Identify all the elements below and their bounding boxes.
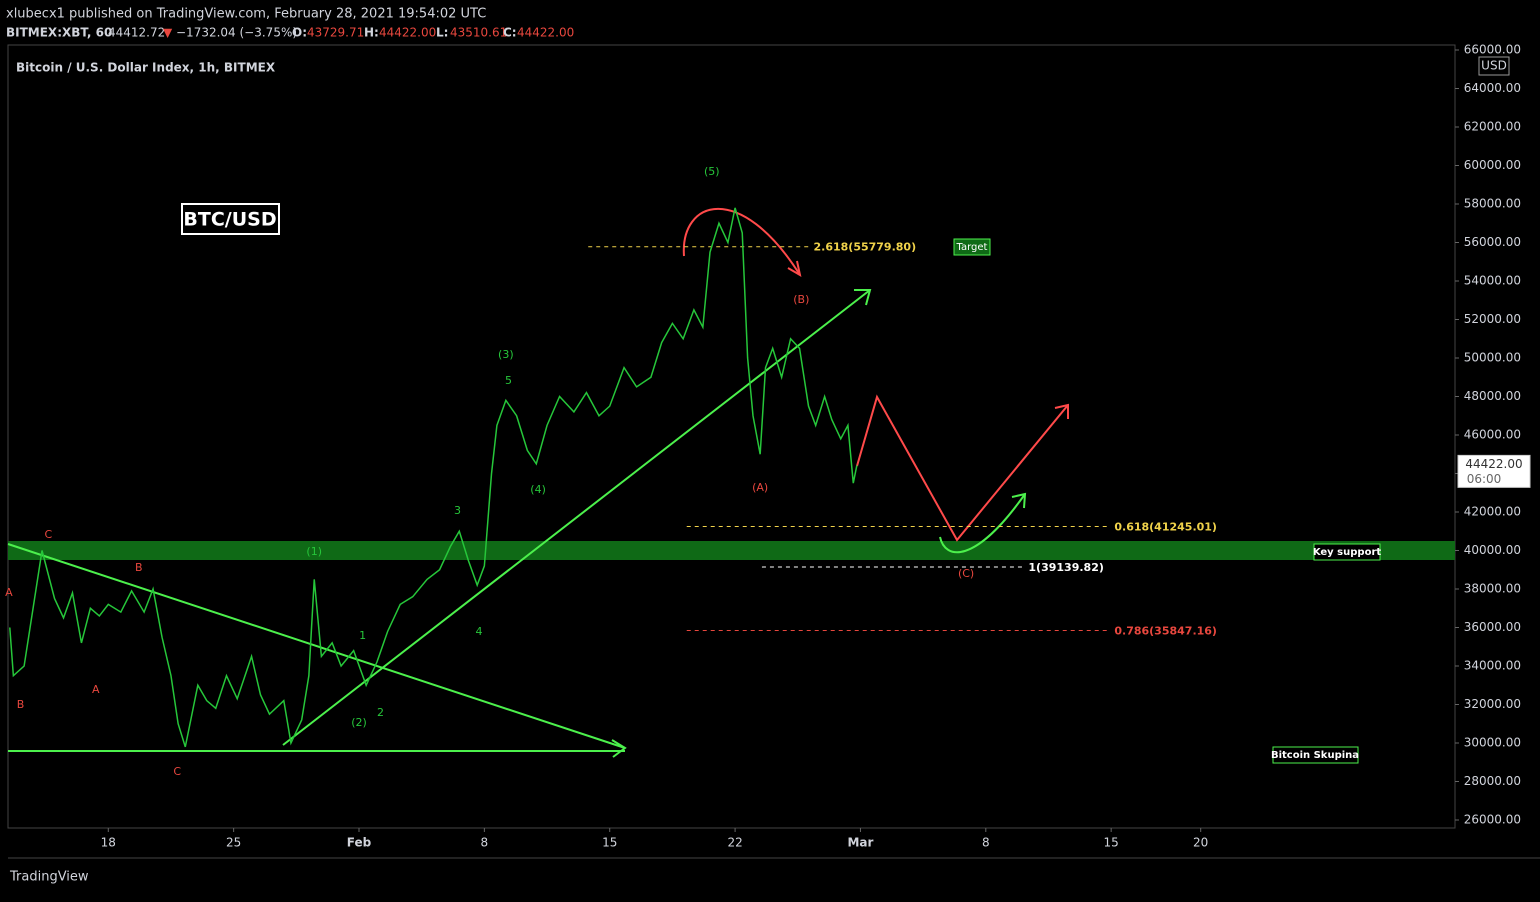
y-tick-label: 60000.00	[1464, 158, 1521, 172]
fib-label: 0.786(35847.16)	[1114, 624, 1217, 637]
countdown: 06:00	[1467, 472, 1502, 486]
arrowhead	[1011, 492, 1027, 509]
y-tick-label: 30000.00	[1464, 736, 1521, 750]
y-tick-label: 40000.00	[1464, 543, 1521, 557]
arrowhead	[1054, 403, 1069, 419]
last-price: 44422.00	[1465, 457, 1522, 471]
last: 44412.72	[108, 26, 165, 40]
footer-brand: TradingView	[9, 870, 89, 885]
key-support-tag: Key support	[1313, 547, 1382, 558]
currency: USD	[1481, 59, 1507, 73]
x-tick-label: 15	[1104, 836, 1119, 850]
arrowhead	[787, 260, 802, 278]
o: 43729.71	[307, 26, 364, 40]
y-tick-label: 62000.00	[1464, 120, 1521, 134]
arrowhead	[611, 739, 627, 758]
wave-label: (4)	[530, 483, 546, 496]
y-tick-label: 56000.00	[1464, 235, 1521, 249]
wave-label: 1	[359, 629, 366, 642]
byline: xlubecx1 published on TradingView.com, F…	[6, 7, 486, 22]
target-tag-box	[953, 238, 991, 256]
y-tick-label: 54000.00	[1464, 274, 1521, 288]
y-tick-label: 42000.00	[1464, 505, 1521, 519]
support-zone	[8, 541, 1455, 560]
y-tick-label: 50000.00	[1464, 351, 1521, 365]
x-tick-label: Feb	[347, 836, 372, 850]
plot-frame	[7, 44, 1456, 829]
projection	[939, 493, 1026, 554]
wave-label: (B)	[793, 293, 809, 306]
wave-label: (2)	[351, 716, 367, 729]
badge-box	[181, 203, 280, 235]
key-support-box	[1313, 543, 1381, 561]
fib-label: 2.618(55779.80)	[814, 241, 917, 254]
x-tick-label: 20	[1193, 836, 1208, 850]
x-tick-label: 8	[982, 836, 990, 850]
group-tag-box	[1272, 746, 1359, 764]
x-tick-label: Mar	[847, 836, 873, 850]
wave-label: C	[173, 765, 181, 778]
x-tick-label: 18	[101, 836, 116, 850]
wave-label: 5	[505, 374, 512, 387]
y-tick-label: 48000.00	[1464, 389, 1521, 403]
y-tick-label: 52000.00	[1464, 312, 1521, 326]
c-label: C:	[503, 26, 517, 40]
y-tick-label: 38000.00	[1464, 582, 1521, 596]
x-tick-label: 25	[226, 836, 241, 850]
wave-label: A	[92, 683, 100, 696]
o-label: O:	[292, 26, 307, 40]
chart-title: Bitcoin / U.S. Dollar Index, 1h, BITMEX	[16, 61, 276, 75]
arrow: ▼	[163, 26, 173, 40]
wave-label: B	[17, 698, 25, 711]
group-tag: Bitcoin Skupina	[1271, 750, 1359, 761]
wave-label: (1)	[306, 545, 322, 558]
l: 43510.61	[450, 26, 507, 40]
trendline	[7, 543, 626, 749]
wave-label: (A)	[752, 481, 768, 494]
x-tick-label: 8	[481, 836, 489, 850]
target-tag: Target	[956, 242, 988, 253]
y-tick-label: 46000.00	[1464, 428, 1521, 442]
change: −1732.04 (−3.75%)	[176, 26, 297, 40]
trendline	[282, 289, 871, 746]
fib-label: 0.618(41245.01)	[1114, 521, 1217, 534]
c: 44422.00	[517, 26, 574, 40]
y-tick-label: 32000.00	[1464, 697, 1521, 711]
wave-label: (5)	[704, 165, 720, 178]
h-label: H:	[364, 26, 379, 40]
wave-label: (3)	[498, 348, 514, 361]
drawings	[7, 207, 1069, 758]
y-tick-label: 26000.00	[1464, 813, 1521, 827]
symbol: BITMEX:XBT, 60	[6, 26, 112, 40]
h: 44422.00	[379, 26, 436, 40]
wave-label: 4	[475, 625, 482, 638]
wave-label: 3	[454, 504, 461, 517]
x-tick-label: 22	[727, 836, 742, 850]
y-tick-label: 64000.00	[1464, 81, 1521, 95]
wave-label: C	[44, 528, 52, 541]
wave-label: 2	[377, 706, 384, 719]
wave-label: B	[135, 561, 143, 574]
wave-label: A	[5, 586, 13, 599]
fib-label: 1(39139.82)	[1028, 561, 1103, 574]
l-label: L:	[436, 26, 448, 40]
arc	[682, 207, 801, 276]
y-tick-label: 28000.00	[1464, 774, 1521, 788]
badge: BTC/USD	[183, 209, 276, 231]
projection	[856, 394, 1069, 542]
last-price-box	[1457, 454, 1531, 488]
price-line	[9, 207, 858, 748]
y-tick-label: 36000.00	[1464, 620, 1521, 634]
y-tick-label: 66000.00	[1464, 43, 1521, 57]
y-tick-label: 58000.00	[1464, 197, 1521, 211]
currency-box	[1478, 56, 1510, 76]
y-tick-label: 34000.00	[1464, 659, 1521, 673]
wave-label: (C)	[958, 567, 974, 580]
arrowhead	[854, 289, 872, 306]
x-tick-label: 15	[602, 836, 617, 850]
